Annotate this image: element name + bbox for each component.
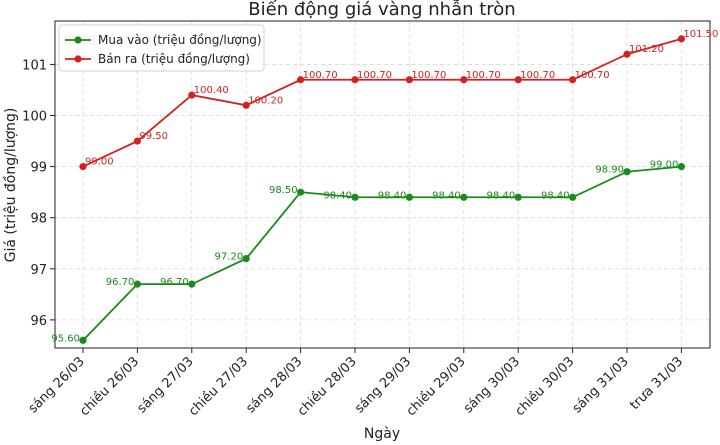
- data-point: [133, 137, 141, 145]
- x-tick-label: chiều 30/03: [512, 354, 577, 419]
- data-label: 95.60: [51, 333, 80, 344]
- legend-swatch-marker: [74, 36, 82, 44]
- y-tick-label: 96: [30, 314, 47, 329]
- data-point: [514, 193, 522, 201]
- series-layer: 95.60 96.70 96.70 97.20 98.50 98.40 98.40 98.40…: [51, 29, 718, 344]
- data-point: [677, 35, 686, 43]
- x-tick-label: chiều 28/03: [295, 354, 360, 419]
- data-point: [514, 76, 522, 84]
- legend-entry: Mua vào (triệu đồng/lượng): [98, 33, 262, 47]
- data-point: [297, 188, 305, 196]
- data-label: 100.20: [248, 95, 283, 106]
- data-point: [460, 193, 468, 201]
- x-tick-label: sáng 31/03: [570, 354, 632, 416]
- y-tick-label: 99: [30, 161, 47, 176]
- series-line-mua-vao: [82, 165, 682, 341]
- x-tick-label: trưa 31/03: [627, 354, 686, 413]
- x-tick-label: chiều 27/03: [186, 354, 251, 419]
- data-point: [405, 76, 413, 84]
- y-tick-label: 98: [30, 212, 47, 227]
- data-label: 100.70: [303, 70, 338, 81]
- data-point: [569, 76, 577, 84]
- x-axis-label: Ngày: [364, 426, 400, 442]
- data-label: 98.40: [323, 190, 352, 201]
- data-label: 98.90: [595, 165, 624, 176]
- data-point: [79, 163, 87, 171]
- data-point: [623, 50, 631, 58]
- y-tick-label: 101: [22, 58, 47, 73]
- data-label: 100.70: [575, 70, 610, 81]
- data-label: 98.40: [378, 190, 407, 201]
- legend-box: [58, 24, 265, 72]
- data-point: [297, 76, 305, 84]
- data-label: 98.50: [269, 185, 298, 196]
- data-label: 101.50: [683, 29, 718, 40]
- y-tick-label: 100: [22, 110, 47, 125]
- data-point: [460, 76, 468, 84]
- y-axis: 96 97 98 99 100 101: [22, 58, 55, 329]
- grid-lines: [55, 21, 710, 348]
- data-point: [623, 168, 631, 176]
- legend: Mua vào (triệu đồng/lượng) Bán ra (triệu …: [58, 24, 265, 72]
- x-tick-label: chiều 29/03: [404, 354, 469, 419]
- data-label: 100.70: [520, 70, 555, 81]
- series-line-ban-ra: [82, 38, 682, 168]
- data-label: 98.40: [541, 190, 570, 201]
- data-label: 96.70: [106, 277, 135, 288]
- data-label: 97.20: [215, 252, 244, 263]
- chart-title: Biến động giá vàng nhẫn tròn: [248, 0, 515, 20]
- data-point: [677, 163, 686, 171]
- data-point: [569, 193, 577, 201]
- data-point: [188, 280, 196, 288]
- y-tick-label: 97: [30, 263, 47, 278]
- data-label: 100.70: [357, 70, 392, 81]
- x-tick-label: chiều 26/03: [77, 354, 142, 419]
- data-label: 100.70: [411, 70, 446, 81]
- data-point: [242, 101, 250, 109]
- data-point: [351, 193, 359, 201]
- data-point: [242, 254, 250, 263]
- y-axis-label: Giá (triệu đồng/lượng): [2, 108, 19, 263]
- data-point: [133, 280, 141, 288]
- legend-swatch-marker: [74, 55, 82, 63]
- data-point: [351, 76, 359, 84]
- data-label: 100.70: [466, 70, 501, 81]
- data-point: [188, 91, 196, 99]
- data-label: 99.50: [139, 131, 168, 142]
- data-point: [405, 193, 413, 201]
- data-point: [79, 336, 87, 344]
- data-label: 100.40: [194, 85, 229, 96]
- plot-frame: [54, 20, 711, 349]
- data-label: 98.40: [487, 190, 516, 201]
- data-label: 99.00: [85, 157, 114, 168]
- data-label: 96.70: [160, 277, 189, 288]
- data-label: 98.40: [432, 190, 461, 201]
- data-label: 99.00: [650, 160, 679, 171]
- legend-entry: Bán ra (triệu đồng/lượng): [98, 52, 250, 66]
- data-label: 101.20: [629, 44, 664, 55]
